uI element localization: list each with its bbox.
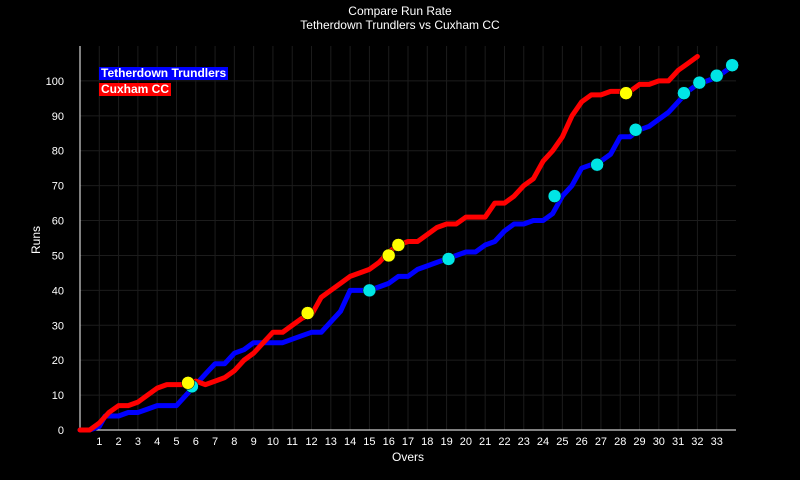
wicket-marker-tetherdown bbox=[590, 157, 604, 172]
x-tick-label: 8 bbox=[231, 436, 237, 448]
y-tick-label: 70 bbox=[52, 181, 64, 193]
x-tick-label: 11 bbox=[287, 436, 298, 448]
wicket-marker-cuxham bbox=[381, 248, 396, 263]
x-tick-label: 21 bbox=[479, 436, 491, 448]
x-tick-label: 27 bbox=[595, 436, 607, 448]
wicket-marker-tetherdown bbox=[362, 283, 377, 298]
x-tick-label: 12 bbox=[305, 436, 317, 448]
x-tick-label: 19 bbox=[440, 436, 452, 448]
x-tick-label: 25 bbox=[556, 436, 568, 448]
wicket-marker-tetherdown bbox=[441, 252, 456, 266]
y-tick-label: 60 bbox=[52, 216, 64, 228]
y-tick-label: 0 bbox=[58, 425, 64, 437]
x-tick-label: 14 bbox=[344, 436, 356, 448]
wicket-marker-cuxham bbox=[300, 306, 315, 320]
legend-item-tetherdown: Tetherdown Trundlers bbox=[99, 66, 229, 80]
y-tick-label: 20 bbox=[52, 355, 64, 367]
wicket-marker-cuxham bbox=[619, 86, 633, 100]
x-tick-label: 2 bbox=[116, 436, 122, 448]
wicket-markers bbox=[181, 58, 739, 394]
x-tick-label: 28 bbox=[614, 436, 626, 448]
y-tick-label: 100 bbox=[46, 76, 64, 88]
wicket-marker-tetherdown bbox=[547, 189, 562, 203]
x-tick-label: 16 bbox=[383, 436, 395, 448]
x-tick-label: 4 bbox=[154, 436, 160, 448]
x-tick-label: 32 bbox=[691, 436, 703, 448]
x-tick-label: 3 bbox=[135, 436, 141, 448]
x-tick-label: 31 bbox=[672, 436, 684, 448]
wicket-marker-cuxham bbox=[391, 238, 406, 252]
x-tick-label: 15 bbox=[363, 436, 375, 448]
y-tick-label: 50 bbox=[52, 250, 64, 262]
x-axis-label: Overs bbox=[392, 450, 424, 464]
x-tick-label: 33 bbox=[711, 436, 723, 448]
x-tick-label: 23 bbox=[518, 436, 530, 448]
x-tick-label: 20 bbox=[460, 436, 472, 448]
wicket-marker-tetherdown bbox=[677, 86, 691, 100]
x-tick-label: 24 bbox=[537, 436, 549, 448]
y-axis-label: Runs bbox=[29, 226, 43, 254]
x-tick-label: 29 bbox=[633, 436, 645, 448]
x-tick-label: 5 bbox=[173, 436, 179, 448]
x-tick-label: 1 bbox=[96, 436, 102, 448]
x-tick-label: 6 bbox=[193, 436, 199, 448]
chart-subtitle: Tetherdown Trundlers vs Cuxham CC bbox=[300, 18, 500, 32]
x-tick-label: 18 bbox=[421, 436, 433, 448]
x-tick-label: 30 bbox=[653, 436, 665, 448]
y-tick-label: 30 bbox=[52, 320, 64, 332]
y-tick-label: 10 bbox=[52, 390, 64, 402]
x-tick-label: 22 bbox=[498, 436, 510, 448]
wicket-marker-tetherdown bbox=[709, 68, 724, 83]
axes: 1 2 3 4 5 6 7 8 9 10 11 12 13 14 15 16 17 18 19 20 21 22 23 24 2… bbox=[46, 46, 736, 448]
grid-lines bbox=[80, 46, 736, 431]
legend-item-cuxham: Cuxham CC bbox=[99, 82, 172, 96]
x-tick-label: 26 bbox=[576, 436, 588, 448]
wicket-marker-tetherdown bbox=[628, 123, 643, 137]
chart-title: Compare Run Rate bbox=[348, 4, 452, 18]
y-tick-label: 90 bbox=[52, 111, 64, 123]
x-tick-label: 17 bbox=[402, 436, 414, 448]
x-tick-label: 9 bbox=[251, 436, 257, 448]
wicket-marker-tetherdown bbox=[725, 58, 739, 72]
y-tick-label: 80 bbox=[52, 146, 64, 158]
wicket-marker-tetherdown bbox=[692, 75, 707, 90]
x-tick-label: 13 bbox=[325, 436, 337, 448]
wicket-marker-cuxham bbox=[181, 376, 195, 390]
y-tick-label: 40 bbox=[52, 285, 64, 297]
x-tick-label: 10 bbox=[267, 436, 279, 448]
x-tick-label: 7 bbox=[212, 436, 218, 448]
